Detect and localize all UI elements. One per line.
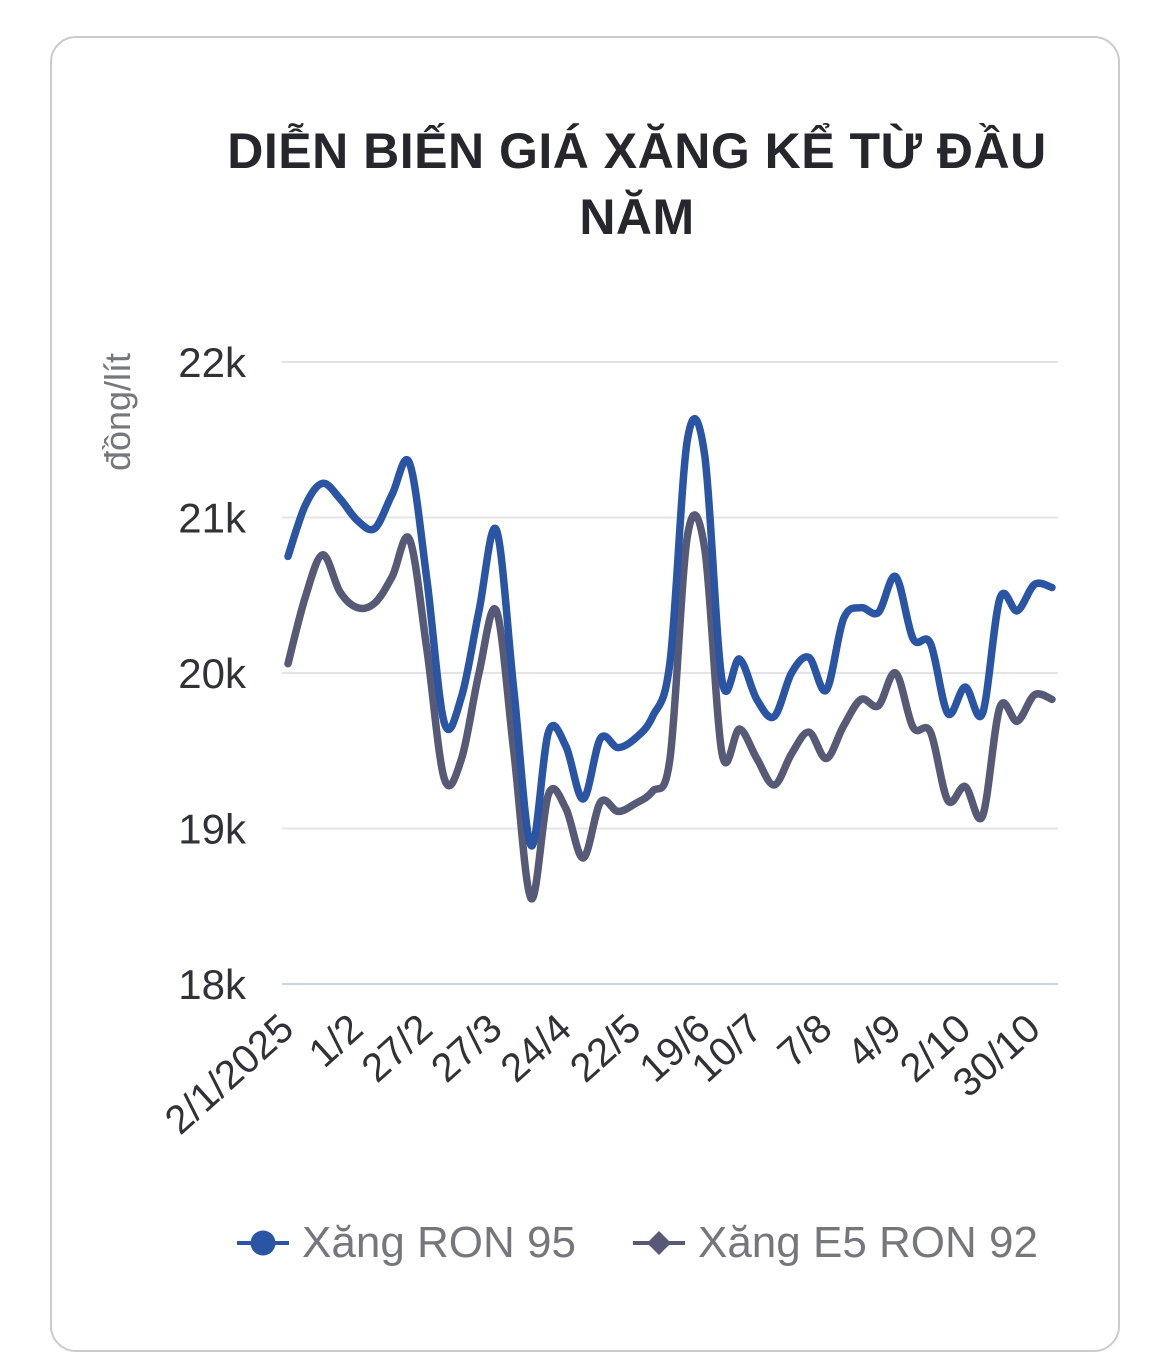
- y-tick-label-22k: 22k: [178, 339, 247, 386]
- x-tick-label-27-2: 27/2: [354, 1006, 441, 1091]
- y-tick-label-20k: 20k: [178, 650, 247, 697]
- page-title-line-1: DIỄN BIẾN GIÁ XĂNG KỂ TỪ ĐẦU: [227, 123, 1047, 179]
- page-title-line-2: NĂM: [579, 189, 695, 245]
- page-title: DIỄN BIẾN GIÁ XĂNG KỂ TỪ ĐẦU NĂM: [197, 118, 1077, 250]
- legend-item-ron95[interactable]: Xăng RON 95: [236, 1218, 576, 1268]
- x-tick-label-2-1-2025: 2/1/2025: [157, 1006, 302, 1143]
- y-tick-label-18k: 18k: [178, 961, 247, 1008]
- x-tick-label-27-3: 27/3: [423, 1006, 510, 1091]
- y-axis-title: đồng/lít: [97, 353, 138, 471]
- circle-marker-icon: [237, 1230, 290, 1256]
- diamond-marker-icon: [632, 1231, 685, 1255]
- series-line-xăng-e5-ron-92[interactable]: [284, 511, 1056, 903]
- x-tick-label-24-4: 24/4: [493, 1006, 580, 1091]
- x-tick-label-7-8: 7/8: [770, 1006, 841, 1076]
- y-tick-label-19k: 19k: [178, 806, 247, 853]
- series-line-xăng-ron-95[interactable]: [284, 415, 1056, 850]
- legend-label-e5ron92: Xăng E5 RON 92: [697, 1218, 1038, 1267]
- x-tick-label-22-5: 22/5: [562, 1006, 649, 1091]
- chart-legend: Xăng RON 95 Xăng E5 RON 92: [102, 1218, 1170, 1268]
- legend-label-ron95: Xăng RON 95: [302, 1218, 576, 1267]
- legend-item-e5ron92[interactable]: Xăng E5 RON 92: [632, 1218, 1038, 1268]
- y-tick-label-21k: 21k: [178, 495, 247, 542]
